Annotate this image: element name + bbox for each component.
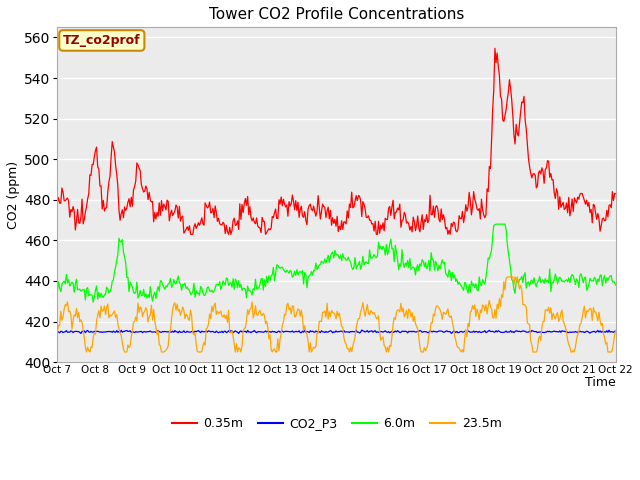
23.5m	[612, 327, 620, 333]
6.0m	[387, 236, 395, 242]
0.35m	[187, 231, 195, 237]
Text: TZ_co2prof: TZ_co2prof	[63, 34, 141, 47]
0.35m	[491, 46, 499, 51]
6.0m	[612, 282, 620, 288]
0.35m	[513, 131, 521, 137]
23.5m	[54, 328, 61, 334]
CO2_P3	[54, 329, 61, 335]
6.0m	[323, 256, 331, 262]
CO2_P3	[357, 329, 365, 335]
Line: CO2_P3: CO2_P3	[58, 330, 616, 334]
6.0m	[90, 299, 97, 305]
Title: Tower CO2 Profile Concentrations: Tower CO2 Profile Concentrations	[209, 7, 464, 22]
23.5m	[513, 274, 521, 280]
X-axis label: Time: Time	[585, 376, 616, 389]
6.0m	[54, 288, 61, 293]
CO2_P3	[612, 328, 620, 334]
Line: 23.5m: 23.5m	[58, 277, 616, 352]
CO2_P3	[388, 328, 396, 334]
0.35m	[357, 198, 365, 204]
CO2_P3	[320, 329, 328, 335]
23.5m	[357, 309, 365, 314]
6.0m	[320, 260, 328, 266]
CO2_P3	[601, 329, 609, 335]
Legend: 0.35m, CO2_P3, 6.0m, 23.5m: 0.35m, CO2_P3, 6.0m, 23.5m	[166, 412, 507, 435]
0.35m	[612, 191, 620, 197]
6.0m	[357, 266, 365, 272]
6.0m	[513, 277, 521, 283]
23.5m	[323, 300, 331, 306]
CO2_P3	[513, 328, 521, 334]
23.5m	[320, 310, 328, 315]
Line: 6.0m: 6.0m	[58, 224, 616, 302]
0.35m	[601, 218, 609, 224]
Y-axis label: CO2 (ppm): CO2 (ppm)	[7, 161, 20, 229]
CO2_P3	[323, 329, 331, 335]
23.5m	[601, 335, 609, 340]
0.35m	[387, 213, 395, 218]
6.0m	[492, 221, 500, 227]
CO2_P3	[358, 327, 365, 333]
6.0m	[601, 273, 609, 278]
0.35m	[54, 200, 61, 205]
23.5m	[387, 344, 395, 349]
23.5m	[504, 274, 511, 280]
0.35m	[323, 208, 331, 214]
Line: 0.35m: 0.35m	[58, 48, 616, 234]
0.35m	[320, 204, 328, 209]
CO2_P3	[77, 331, 84, 336]
23.5m	[83, 349, 90, 355]
